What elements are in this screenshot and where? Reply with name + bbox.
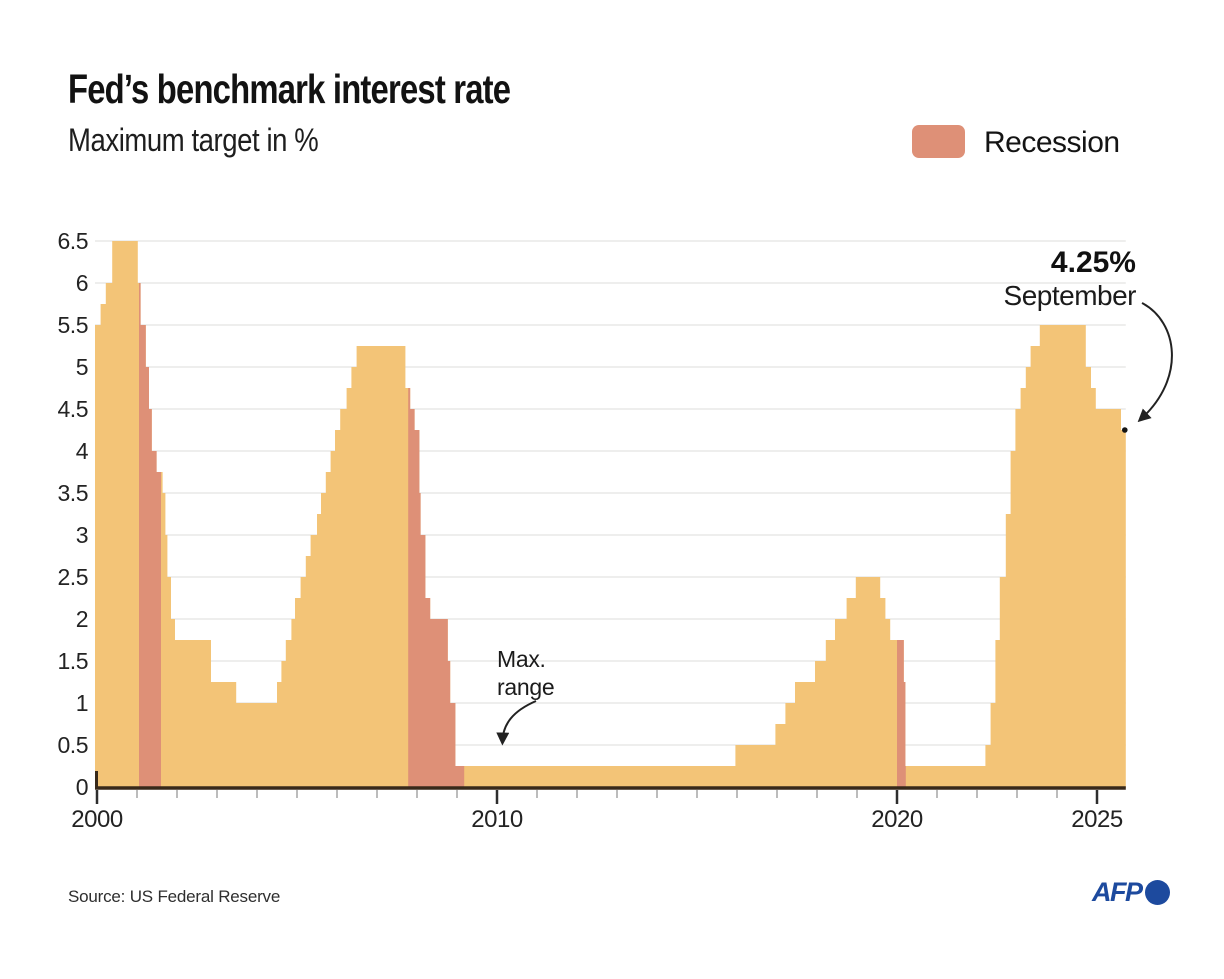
- annotation-latest-month: September: [1003, 280, 1137, 311]
- y-axis-tick-label: 2.5: [57, 564, 89, 590]
- y-axis-tick-label: 2: [75, 606, 89, 632]
- annotation-max-range-line2: range: [497, 674, 555, 700]
- y-axis-tick-label: 5.5: [57, 312, 89, 338]
- y-axis-tick-label: 6: [75, 270, 89, 296]
- y-axis-tick-label: 1.5: [57, 648, 89, 674]
- x-axis-tick-label: 2000: [71, 806, 123, 833]
- x-axis-tick-label: 2010: [471, 806, 523, 833]
- y-axis-tick-label: 4: [75, 438, 89, 464]
- afp-logo-circle: [1144, 880, 1170, 905]
- y-axis-tick-label: 0.5: [57, 732, 89, 758]
- legend-recession-label: Recession: [984, 126, 1120, 159]
- y-axis-tick-label: 6.5: [57, 228, 89, 254]
- annotation-max-range-line1: Max.: [497, 646, 546, 672]
- legend-recession-swatch: [912, 125, 965, 158]
- y-axis-tick-label: 1: [75, 690, 89, 716]
- y-axis-tick-label: 5: [75, 354, 89, 380]
- x-axis-tick-label: 2020: [871, 806, 923, 833]
- rate-area: [95, 241, 1126, 788]
- annotation-max-range: Max. range: [497, 645, 555, 701]
- chart-subtitle: Maximum target in %: [68, 122, 319, 158]
- y-axis-tick-label: 3: [75, 522, 89, 548]
- recession-band: [897, 640, 906, 788]
- y-axis-tick-label: 0: [75, 774, 89, 800]
- latest-point-dot: [1122, 427, 1128, 433]
- x-axis-tick-label: 2025: [1071, 806, 1123, 833]
- recession-band: [139, 283, 161, 788]
- chart-title: Fed’s benchmark interest rate: [68, 66, 511, 112]
- annotation-latest-value: 4.25%: [1050, 246, 1136, 279]
- annotation-latest-rate: 4.25% September: [1003, 246, 1137, 311]
- recession-band: [408, 388, 465, 788]
- afp-logo-text: AFP: [1092, 877, 1143, 907]
- latest-rate-arrow: [1137, 302, 1173, 423]
- max-range-arrow: [496, 700, 537, 746]
- source-note: Source: US Federal Reserve: [68, 887, 281, 906]
- y-axis-tick-label: 3.5: [57, 480, 89, 506]
- afp-logo: AFP: [1092, 877, 1170, 908]
- y-axis-tick-label: 4.5: [57, 396, 89, 422]
